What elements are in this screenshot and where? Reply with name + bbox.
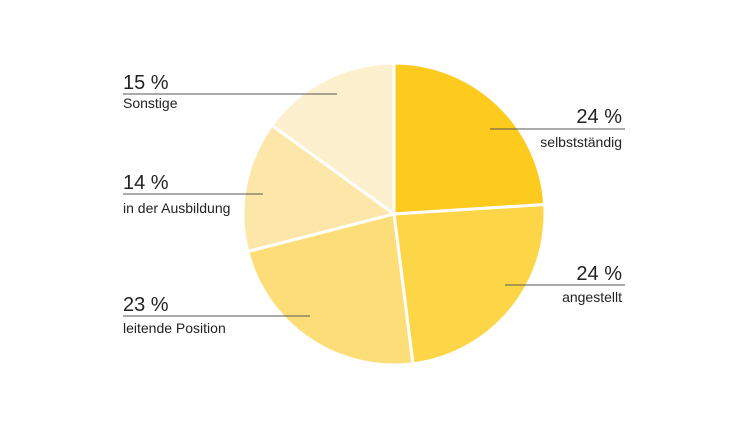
slice-label-selbststaendig: selbstständig	[540, 134, 622, 150]
slice-value-selbststaendig: 24 %	[576, 106, 622, 128]
slice-label-sonstige: Sonstige	[123, 95, 178, 111]
pie-slice-angestellt	[392, 203, 547, 366]
slice-value-leitende-position: 23 %	[123, 294, 169, 316]
pie-slices	[241, 61, 547, 367]
annotations: 24 % selbstständig 24 % angestellt 23 % …	[123, 72, 625, 336]
pie-slice-ausbildung	[241, 123, 396, 254]
slice-label-angestellt: angestellt	[562, 289, 622, 305]
pie-slice-selbststaendig	[392, 61, 547, 216]
pie-slice-sonstige	[270, 61, 396, 216]
pie-slice-leitende-position	[246, 212, 415, 367]
slice-value-sonstige: 15 %	[123, 72, 169, 94]
slice-value-angestellt: 24 %	[576, 263, 622, 285]
slice-label-ausbildung: in der Ausbildung	[123, 200, 230, 216]
slice-value-ausbildung: 14 %	[123, 172, 169, 194]
slice-label-leitende-position: leitende Position	[123, 320, 226, 336]
